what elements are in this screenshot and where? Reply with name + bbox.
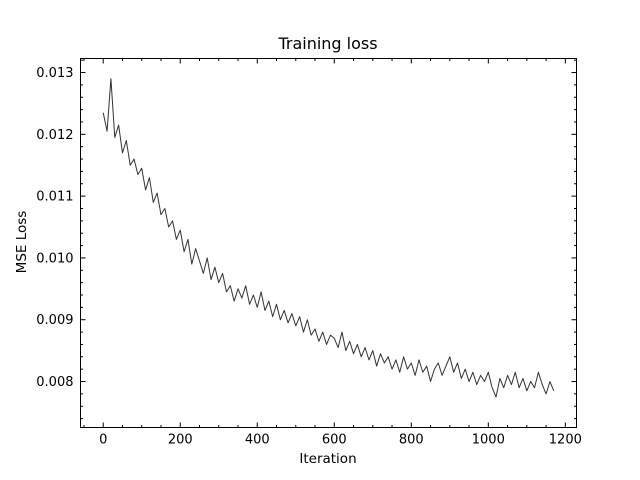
y-axis-label: MSE Loss [14, 211, 30, 274]
x-tick-label: 0 [99, 433, 107, 448]
x-tick-label: 400 [245, 433, 270, 448]
x-tick-label: 600 [322, 433, 347, 448]
y-tick-label: 0.013 [36, 66, 73, 81]
y-tick-label: 0.011 [36, 190, 73, 205]
loss-series-line [102, 78, 555, 398]
x-tick-label: 1200 [549, 433, 582, 448]
x-tick-label: 200 [168, 433, 193, 448]
x-axis-label: Iteration [299, 451, 356, 467]
plot-frame [80, 58, 577, 428]
x-tick-label: 1000 [472, 433, 505, 448]
y-tick-label: 0.009 [36, 313, 73, 328]
y-tick-label: 0.008 [36, 375, 73, 390]
x-tick-label: 800 [399, 433, 424, 448]
y-tick-label: 0.012 [36, 128, 73, 143]
y-tick-label: 0.010 [36, 251, 73, 266]
chart-title: Training loss [277, 34, 377, 53]
